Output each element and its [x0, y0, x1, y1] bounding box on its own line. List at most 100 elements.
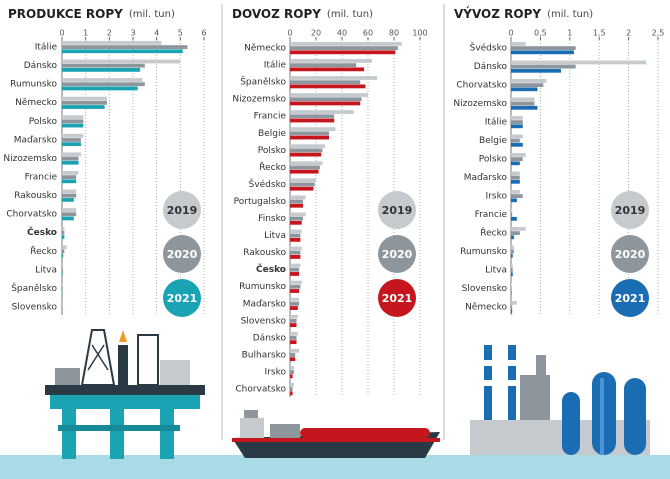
bar — [511, 101, 535, 106]
bar — [290, 46, 398, 50]
category-label: Polsko — [258, 146, 287, 156]
x-tick-label: 0 — [59, 29, 64, 38]
bar — [511, 87, 538, 92]
x-tick-label: 80 — [389, 29, 399, 38]
bar — [290, 340, 297, 345]
bar — [511, 212, 513, 217]
bar — [290, 161, 323, 166]
bar — [62, 63, 145, 68]
bar — [511, 301, 517, 305]
bar — [62, 59, 181, 64]
bar — [62, 123, 84, 128]
bar — [511, 245, 514, 250]
x-tick-label: 2,5 — [652, 29, 665, 38]
legend-swatch — [611, 191, 649, 229]
bar — [290, 267, 300, 272]
category-label: Dánsko — [24, 61, 58, 71]
bar — [290, 374, 293, 379]
category-label: Německo — [15, 98, 57, 108]
category-label: Chorvatsko — [6, 210, 57, 220]
bar — [290, 84, 366, 89]
legend-label: 2019 — [167, 204, 198, 217]
bar — [511, 282, 512, 287]
bar — [511, 161, 520, 166]
bar — [62, 208, 77, 212]
oil-platform — [45, 329, 205, 459]
bar — [62, 78, 143, 82]
bar — [62, 245, 67, 250]
bar — [290, 233, 301, 238]
x-tick-label: 6 — [201, 29, 206, 38]
category-label: Rumunsko — [10, 80, 57, 90]
bar — [62, 197, 74, 202]
bar — [290, 59, 372, 63]
category-label: Itálie — [35, 43, 58, 53]
bar — [290, 237, 301, 242]
bar — [62, 160, 79, 165]
panel-title: PRODUKCE ROPY (mil. tun) — [8, 7, 175, 21]
bar — [290, 80, 361, 85]
bar — [290, 114, 335, 119]
category-label: Litva — [485, 266, 507, 276]
category-label: Slovensko — [462, 284, 508, 294]
bar — [511, 120, 523, 124]
bar — [290, 67, 365, 72]
category-label: Rakousko — [14, 191, 57, 201]
category-label: Slovensko — [241, 316, 287, 326]
bar — [290, 93, 368, 97]
bar — [62, 170, 79, 175]
bar — [62, 189, 77, 194]
x-tick-label: 40 — [337, 29, 347, 38]
bar — [290, 118, 335, 123]
category-label: Belgie — [258, 129, 286, 139]
bar — [511, 116, 523, 120]
category-label: Portugalsko — [234, 197, 287, 207]
bar — [62, 212, 77, 217]
legend-label: 2020 — [167, 248, 198, 261]
category-label: Dánsko — [253, 333, 287, 343]
bar — [511, 198, 517, 203]
bar — [290, 203, 303, 208]
legend-label: 2020 — [382, 248, 413, 261]
bar — [290, 280, 302, 285]
category-label: Řecko — [480, 228, 507, 239]
category-label: Chorvatsko — [235, 385, 286, 395]
bar — [290, 348, 300, 353]
category-label: Polsko — [29, 117, 58, 127]
bar — [511, 235, 514, 240]
category-label: Litva — [35, 265, 57, 275]
bar — [290, 246, 302, 251]
bar — [62, 156, 79, 161]
bar — [511, 208, 513, 213]
bar — [290, 284, 301, 289]
bar — [290, 370, 294, 374]
bar — [290, 216, 303, 221]
bar — [511, 138, 520, 143]
category-label: Česko — [27, 226, 57, 238]
bar — [62, 82, 145, 87]
category-label: Irsko — [486, 192, 508, 202]
category-label: Irsko — [265, 367, 287, 377]
x-tick-label: 2 — [107, 29, 112, 38]
bar — [62, 175, 77, 179]
bar — [511, 194, 523, 198]
bar — [511, 290, 512, 295]
category-label: Bulharsko — [242, 350, 287, 360]
x-tick-label: 0 — [508, 29, 513, 38]
refinery — [470, 345, 650, 455]
x-tick-label: 100 — [412, 29, 427, 38]
bar — [290, 212, 306, 217]
bar — [62, 235, 65, 239]
bar — [511, 253, 513, 258]
bar — [511, 105, 538, 110]
bar — [290, 314, 298, 319]
bar — [62, 45, 188, 49]
title-text: VÝVOZ ROPY — [454, 6, 541, 21]
bar — [511, 42, 526, 46]
category-label: Belgie — [479, 136, 507, 146]
x-tick-label: 1 — [83, 29, 88, 38]
bar — [290, 110, 354, 114]
bar — [62, 119, 84, 124]
bar — [511, 97, 535, 102]
bar — [290, 144, 326, 149]
